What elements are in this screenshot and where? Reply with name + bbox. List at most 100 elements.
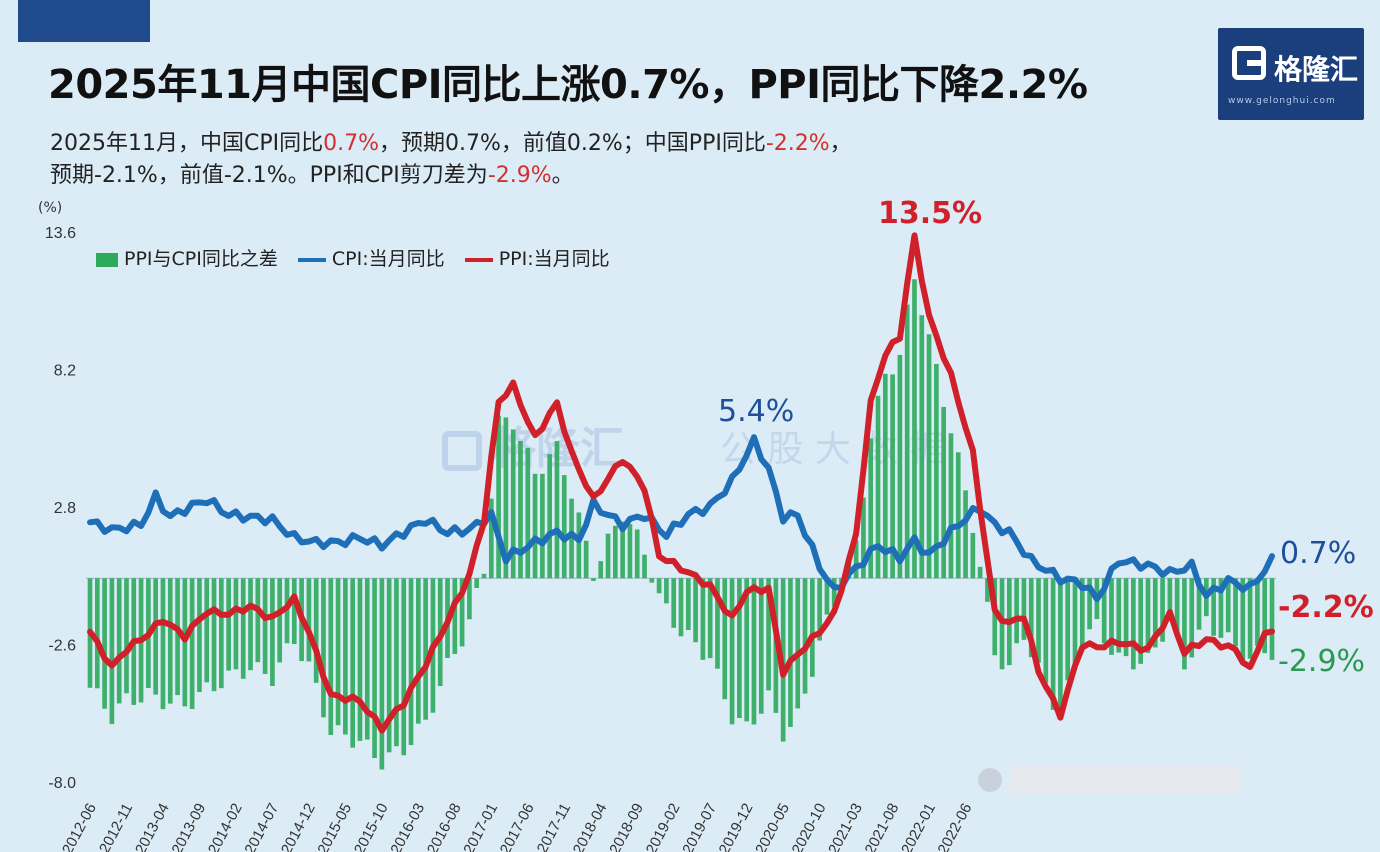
- spread-bar: [583, 540, 589, 579]
- spread-bar: [1189, 578, 1195, 658]
- spread-bar: [262, 578, 268, 674]
- spread-bar: [926, 334, 932, 579]
- spread-bar: [715, 578, 720, 669]
- spread-bar: [656, 578, 662, 594]
- spread-bar: [795, 578, 801, 709]
- spread-bar: [904, 304, 910, 579]
- spread-bar: [751, 578, 757, 725]
- annotation-cpi-peak: 5.4%: [718, 394, 795, 429]
- spread-bar: [627, 524, 633, 579]
- spread-bar: [678, 578, 684, 637]
- spread-bar: [1255, 578, 1260, 646]
- cpi-line: [87, 434, 1275, 603]
- subtitle-text: ，预期0.7%，前值0.2%；中国PPI同比: [379, 131, 766, 156]
- spread-bar: [1160, 578, 1165, 642]
- spread-bar: [503, 417, 509, 579]
- x-tick-label: 2019-12: [716, 800, 757, 852]
- spread-bar: [875, 395, 881, 579]
- spread-bar: [481, 573, 487, 579]
- spread-bar: [817, 578, 822, 641]
- spread-bar: [1269, 578, 1275, 660]
- spread-bar: [693, 578, 698, 643]
- subtitle-ppi-value: -2.2%: [765, 131, 830, 156]
- spread-bar: [737, 578, 742, 718]
- subtitle-text: 预期-2.1%，前值-2.1%。PPI和CPI剪刀差为: [50, 163, 488, 188]
- spread-bar: [831, 578, 837, 607]
- spread-bar: [1247, 578, 1253, 659]
- spread-bar: [955, 452, 961, 579]
- y-axis-unit: (%): [38, 200, 63, 216]
- spread-bar: [700, 578, 706, 660]
- spread-bar: [941, 406, 947, 579]
- x-tick-label: 2018-09: [606, 800, 647, 852]
- spread-bar: [248, 578, 253, 671]
- spread-bar: [277, 578, 283, 663]
- x-tick-label: 2014-12: [278, 800, 319, 852]
- x-tick-label: 2019-02: [643, 800, 684, 852]
- spread-bar: [744, 578, 750, 722]
- spread-bar: [540, 473, 545, 579]
- spread-bar: [824, 578, 830, 615]
- spread-bar: [1021, 578, 1027, 640]
- spread-bar: [758, 578, 764, 714]
- spread-bar: [1101, 578, 1107, 644]
- spread-bar: [912, 279, 917, 579]
- annotation-spread-latest: -2.9%: [1278, 644, 1366, 679]
- spread-bar: [554, 441, 560, 579]
- spread-bar: [1087, 578, 1092, 630]
- spread-bar: [343, 578, 348, 735]
- spread-bar: [379, 578, 385, 770]
- spread-bar: [1167, 578, 1173, 618]
- spread-bar: [364, 578, 370, 740]
- spread-bar: [467, 578, 472, 620]
- spread-bar: [809, 578, 815, 677]
- spread-bar: [204, 578, 210, 683]
- spread-bar: [496, 415, 501, 579]
- legend-swatch-bar: [96, 252, 118, 267]
- spread-bar: [1036, 578, 1041, 663]
- spread-bar: [401, 578, 407, 756]
- spread-bar: [1131, 578, 1136, 670]
- annotation-cpi-latest: 0.7%: [1280, 536, 1357, 571]
- spread-bar: [357, 578, 363, 741]
- spread-bar: [1225, 578, 1231, 633]
- spread-bar: [919, 315, 925, 579]
- spread-bar: [1014, 578, 1019, 644]
- spread-bar: [291, 578, 297, 645]
- spread-bar: [591, 578, 596, 581]
- spread-bar: [853, 540, 859, 579]
- spread-bar: [1065, 578, 1071, 681]
- spread-bar: [1174, 578, 1180, 635]
- spread-bar: [394, 578, 399, 747]
- wechat-icon: [978, 768, 1002, 792]
- spread-bar: [488, 498, 494, 579]
- x-tick-label: 2017-01: [460, 800, 501, 852]
- spread-bar: [890, 374, 895, 579]
- spread-bar: [642, 554, 647, 579]
- spread-bar: [561, 475, 567, 579]
- x-tick-label: 2015-10: [351, 800, 392, 852]
- subtitle-text: 2025年11月，中国CPI同比: [50, 131, 324, 156]
- spread-bar: [598, 561, 604, 579]
- spread-bar: [372, 578, 377, 758]
- spread-bar: [386, 578, 392, 753]
- spread-bar: [992, 578, 998, 656]
- subtitle-cpi-value: 0.7%: [323, 131, 380, 156]
- spread-bar: [510, 429, 516, 579]
- y-tick-label: 13.6: [45, 225, 76, 242]
- spread-bar: [547, 454, 553, 579]
- spread-bar: [124, 578, 129, 694]
- spread-bar: [1079, 578, 1085, 648]
- spread-bar: [1058, 578, 1063, 716]
- subtitle-text: 。: [551, 163, 574, 188]
- subtitle-line-1: 2025年11月，中国CPI同比0.7%，预期0.7%，前值0.2%；中国PPI…: [50, 128, 852, 160]
- spread-bar: [1123, 578, 1129, 657]
- spread-bar: [102, 578, 107, 709]
- spread-bar: [970, 532, 976, 579]
- spread-bar: [525, 447, 531, 579]
- spread-bar: [1196, 578, 1202, 630]
- spread-bar: [934, 363, 939, 579]
- chart-legend: PPI与CPI同比之差 CPI:当月同比 PPI:当月同比: [96, 244, 624, 271]
- spread-bar: [1043, 578, 1049, 683]
- spread-bar: [408, 578, 414, 746]
